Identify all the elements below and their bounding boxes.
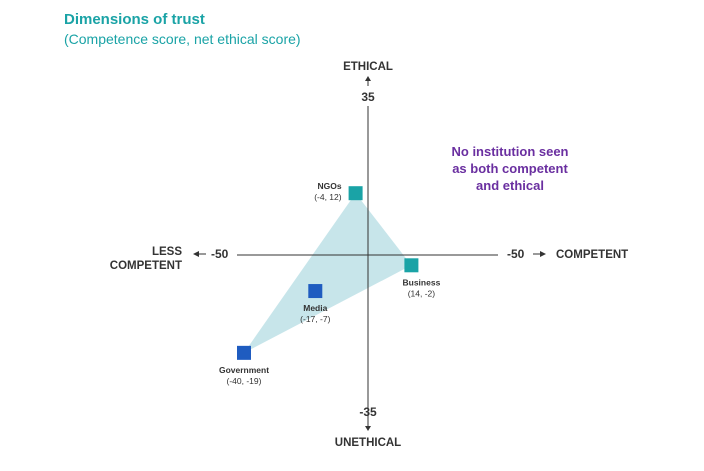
business-coord-label: (14, -2) [408, 288, 436, 298]
y-up-arrow-icon [365, 76, 371, 86]
government-label: Government [219, 365, 269, 375]
ngos-coord-label: (-4, 12) [314, 192, 342, 202]
x-positive-axis-title: COMPETENT [556, 249, 628, 261]
business-label: Business [403, 277, 441, 287]
ngos-point [348, 186, 363, 201]
annotation-line3: and ethical [476, 178, 544, 193]
ngos-label: NGOs [318, 181, 342, 191]
media-coord-label: (-17, -7) [300, 314, 330, 324]
x-max-tick-label: -50 [507, 247, 525, 261]
government-coord-label: (-40, -19) [227, 376, 262, 386]
x-negative-axis-title-line2: COMPETENT [110, 260, 182, 272]
media-point [308, 284, 323, 299]
y-negative-axis-title: UNETHICAL [335, 437, 401, 449]
chart-subtitle: (Competence score, net ethical score) [64, 31, 301, 47]
y-down-arrow-icon [365, 421, 371, 431]
y-min-tick-label: -35 [359, 405, 377, 419]
annotation-line1: No institution seen [452, 144, 569, 159]
government-point [237, 345, 251, 360]
x-right-arrow-icon [533, 251, 546, 257]
x-left-arrow-icon [193, 251, 206, 257]
data-points: NGOs(-4, 12) Business(14, -2) Media(-17, -… [219, 181, 441, 386]
media-label: Media [303, 303, 327, 313]
chart-title: Dimensions of trust [64, 11, 205, 28]
business-point [404, 258, 419, 273]
annotation-line2: as both competent [452, 161, 568, 176]
y-max-tick-label: 35 [361, 90, 375, 104]
x-negative-axis-title-line1: LESS [152, 246, 182, 258]
y-positive-axis-title: ETHICAL [343, 61, 393, 73]
x-min-tick-label: -50 [211, 247, 229, 261]
trust-area-polygon [244, 193, 412, 353]
